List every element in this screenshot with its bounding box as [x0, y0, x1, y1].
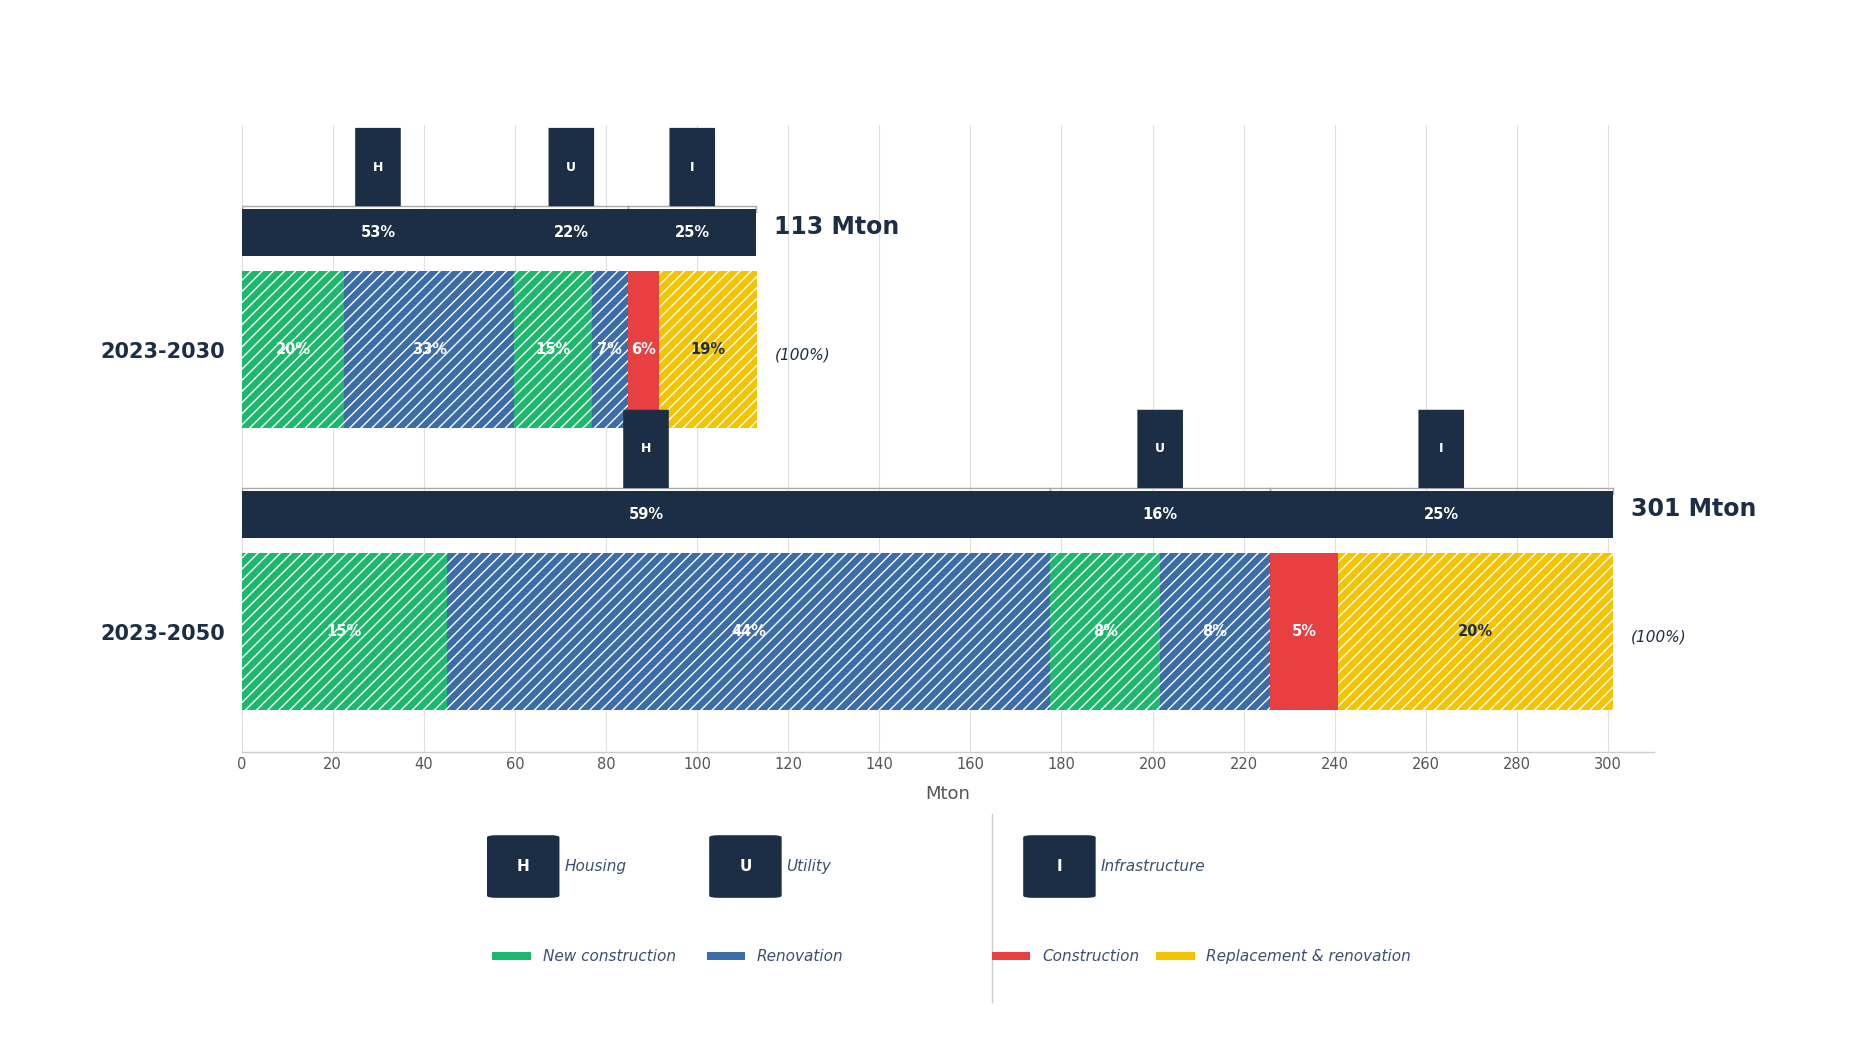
Bar [659, 271, 756, 428]
Bar [592, 271, 628, 428]
Text: 6%: 6% [631, 342, 656, 357]
FancyBboxPatch shape [706, 952, 745, 960]
Text: 8%: 8% [1201, 624, 1227, 639]
Bar [241, 209, 514, 256]
Bar [1049, 553, 1159, 710]
Text: 5%: 5% [1291, 624, 1317, 639]
Text: U: U [739, 859, 752, 874]
Bar [628, 209, 756, 256]
Text: 8%: 8% [1092, 624, 1118, 639]
Text: 301 Mton: 301 Mton [1630, 497, 1755, 521]
Text: H: H [516, 859, 529, 874]
Text: I: I [1437, 443, 1443, 455]
Bar [1268, 553, 1337, 710]
Bar [448, 553, 1049, 710]
FancyBboxPatch shape [427, 800, 1430, 1017]
Bar [592, 271, 628, 428]
Text: 7%: 7% [598, 342, 622, 357]
FancyBboxPatch shape [492, 952, 531, 960]
Text: 25%: 25% [674, 224, 709, 240]
Bar [1049, 553, 1159, 710]
Bar [1268, 491, 1612, 538]
Text: 59%: 59% [628, 506, 663, 522]
Bar [344, 271, 514, 428]
Text: 19%: 19% [689, 342, 724, 357]
Text: H: H [641, 443, 650, 455]
FancyBboxPatch shape [622, 409, 669, 488]
FancyBboxPatch shape [1023, 835, 1096, 898]
Text: Utility: Utility [786, 859, 830, 874]
Text: New construction: New construction [542, 949, 676, 964]
Text: H: H [373, 161, 383, 173]
Text: 33%: 33% [412, 342, 448, 357]
Bar [448, 553, 1049, 710]
Text: 113 Mton: 113 Mton [774, 215, 899, 239]
FancyBboxPatch shape [487, 835, 559, 898]
Bar [344, 271, 514, 428]
Text: 25%: 25% [1422, 506, 1458, 522]
X-axis label: Mton: Mton [925, 785, 969, 804]
Text: 16%: 16% [1142, 506, 1177, 522]
Text: Construction: Construction [1042, 949, 1138, 964]
FancyBboxPatch shape [1155, 952, 1194, 960]
Text: Renovation: Renovation [756, 949, 843, 964]
Text: 44%: 44% [732, 624, 765, 639]
FancyBboxPatch shape [1417, 409, 1463, 488]
Bar [241, 271, 344, 428]
Bar [1159, 553, 1268, 710]
Text: I: I [689, 161, 695, 173]
Text: 20%: 20% [1458, 624, 1493, 639]
Text: Infrastructure: Infrastructure [1099, 859, 1205, 874]
Text: 15%: 15% [327, 624, 362, 639]
Bar [241, 271, 344, 428]
Text: 22%: 22% [553, 224, 589, 240]
FancyBboxPatch shape [548, 127, 594, 207]
Text: 53%: 53% [360, 224, 396, 240]
Text: I: I [1057, 859, 1062, 874]
Text: Housing: Housing [565, 859, 626, 874]
Text: 15%: 15% [535, 342, 570, 357]
FancyBboxPatch shape [1136, 409, 1183, 488]
Bar [1049, 491, 1268, 538]
Text: 20%: 20% [275, 342, 310, 357]
Bar [514, 271, 592, 428]
Text: Replacement & renovation: Replacement & renovation [1205, 949, 1409, 964]
Bar [1337, 553, 1612, 710]
Bar [241, 553, 448, 710]
FancyBboxPatch shape [355, 127, 401, 207]
Bar [514, 271, 592, 428]
Text: (100%): (100%) [774, 348, 830, 362]
Text: U: U [1155, 443, 1164, 455]
FancyBboxPatch shape [669, 127, 715, 207]
Text: U: U [566, 161, 576, 173]
FancyBboxPatch shape [992, 952, 1031, 960]
Bar [1159, 553, 1268, 710]
FancyBboxPatch shape [709, 835, 782, 898]
Text: (100%): (100%) [1630, 630, 1686, 644]
Bar [1337, 553, 1612, 710]
Bar [659, 271, 756, 428]
Bar [628, 271, 659, 428]
Bar [241, 491, 1049, 538]
Bar [514, 209, 628, 256]
Bar [241, 553, 448, 710]
